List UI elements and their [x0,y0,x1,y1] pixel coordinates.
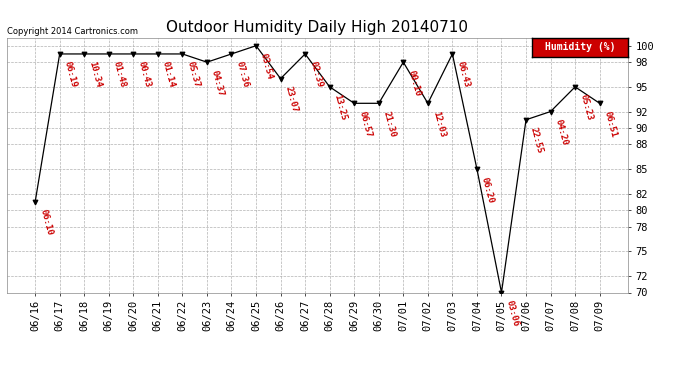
Point [30,199,41,205]
Text: 03:06: 03:06 [504,299,520,327]
Text: 05:37: 05:37 [186,60,201,89]
Text: 00:43: 00:43 [136,60,152,89]
Text: 04:37: 04:37 [210,69,226,97]
Point [54,51,65,57]
Text: 10:34: 10:34 [87,60,103,89]
Text: 00:10: 00:10 [406,69,422,97]
Point [594,100,605,106]
Text: 06:57: 06:57 [357,110,373,138]
Text: 05:23: 05:23 [578,93,593,122]
Point [299,51,310,57]
Text: 01:48: 01:48 [112,60,128,89]
Point [104,51,115,57]
Point [128,51,139,57]
Text: 06:43: 06:43 [455,60,471,89]
Point [79,51,90,57]
Text: 06:19: 06:19 [63,60,78,89]
Point [570,84,581,90]
Text: 12:03: 12:03 [431,110,446,138]
Point [496,290,507,296]
Point [422,100,433,106]
Text: 06:51: 06:51 [602,110,618,138]
Text: 23:07: 23:07 [284,85,299,114]
Text: 01:14: 01:14 [161,60,177,89]
Point [226,51,237,57]
Point [447,51,458,57]
Point [201,59,213,65]
Text: 07:36: 07:36 [235,60,250,89]
Point [520,117,531,123]
Point [471,166,482,172]
Point [373,100,384,106]
Text: 04:20: 04:20 [553,118,569,146]
Point [545,108,556,114]
Point [324,84,335,90]
Point [250,43,262,49]
Point [152,51,164,57]
Point [275,76,286,82]
Point [398,59,409,65]
Text: 03:54: 03:54 [259,52,275,81]
Point [177,51,188,57]
Title: Outdoor Humidity Daily High 20140710: Outdoor Humidity Daily High 20140710 [166,20,469,35]
Point [348,100,359,106]
Text: 06:10: 06:10 [38,209,54,237]
Text: 06:20: 06:20 [480,176,495,204]
Text: 13:25: 13:25 [333,93,348,122]
Text: 02:39: 02:39 [308,60,324,89]
Text: 21:30: 21:30 [382,110,397,138]
Text: 22:55: 22:55 [529,126,544,154]
Text: Copyright 2014 Cartronics.com: Copyright 2014 Cartronics.com [7,27,138,36]
